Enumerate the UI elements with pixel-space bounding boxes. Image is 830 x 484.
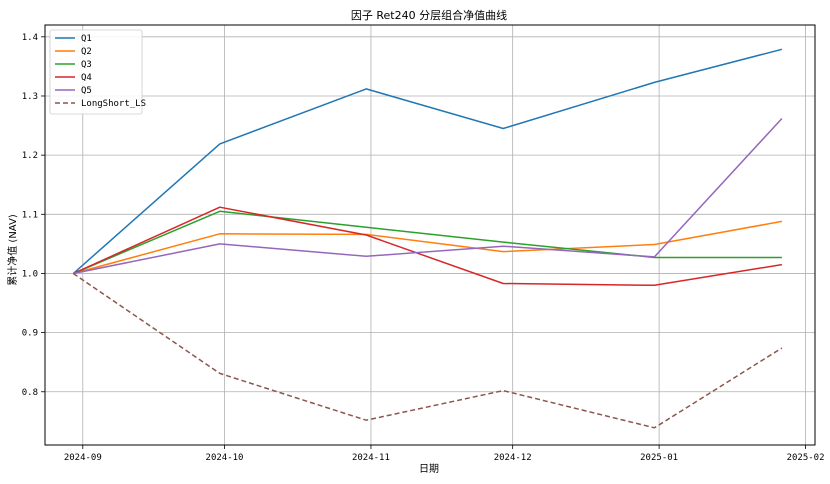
series-lines xyxy=(72,48,783,429)
x-tick-label: 2024-10 xyxy=(206,453,244,463)
x-tick-label: 2024-11 xyxy=(352,453,390,463)
series-line-longshort-ls xyxy=(72,272,783,429)
y-tick-label: 1.3 xyxy=(22,92,38,102)
series-line-q3 xyxy=(73,210,782,275)
plot-frame xyxy=(44,24,816,446)
y-tick-label: 0.9 xyxy=(22,329,38,339)
y-tick-label: 1.0 xyxy=(22,269,38,279)
x-tick-label: 2025-02 xyxy=(787,453,825,463)
legend-label: Q4 xyxy=(81,73,92,83)
legend-label: Q3 xyxy=(81,60,92,70)
y-tick-label: 1.4 xyxy=(22,33,38,43)
axis-ticks: 2024-09 2024-10 2024-11 2024-12 2025-01 2025-… xyxy=(22,33,825,463)
y-tick-label: 0.8 xyxy=(22,388,38,398)
series-line-q4 xyxy=(72,206,783,287)
chart-title: 因子 Ret240 分层组合净值曲线 xyxy=(351,8,507,22)
legend-label: Q1 xyxy=(81,34,92,44)
x-tick-label: 2025-01 xyxy=(640,453,678,463)
legend: Q1 Q2 Q3 Q4 Q5 LongShort_LS xyxy=(49,29,146,115)
legend-label: LongShort_LS xyxy=(81,99,146,109)
legend-label: Q5 xyxy=(81,86,92,96)
series-line-q5 xyxy=(73,117,783,275)
series-line-q2 xyxy=(73,220,783,275)
x-tick-label: 2024-09 xyxy=(64,453,102,463)
series-line-q1 xyxy=(72,48,783,275)
grid xyxy=(45,25,815,445)
x-tick-label: 2024-12 xyxy=(494,453,532,463)
x-axis-title: 日期 xyxy=(419,463,439,475)
y-tick-label: 1.1 xyxy=(22,210,38,220)
y-tick-label: 1.2 xyxy=(22,151,38,161)
y-axis-title: 累计净值 (NAV) xyxy=(6,214,19,286)
legend-label: Q2 xyxy=(81,47,92,57)
